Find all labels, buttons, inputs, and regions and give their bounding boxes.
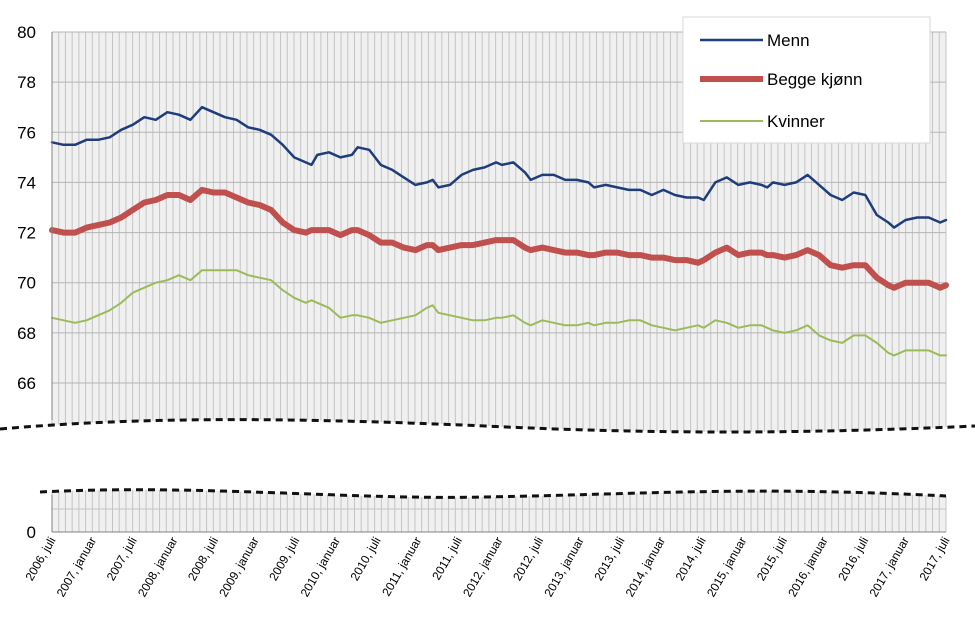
x-tick-label: 2014, juli	[673, 535, 709, 584]
x-tick-label: 2012, juli	[510, 535, 546, 584]
axis-break-line-top	[0, 418, 975, 434]
y-tick-label: 70	[17, 274, 36, 293]
y-tick-label: 74	[17, 173, 36, 192]
axis-break	[0, 418, 975, 500]
y-tick-label: 68	[17, 324, 36, 343]
x-tick-label: 2012, januar	[460, 535, 505, 600]
y-tick-label: 76	[17, 123, 36, 142]
x-tick-label: 2013, januar	[541, 535, 586, 600]
y-tick-label: 0	[27, 523, 36, 542]
x-tick-label: 2007, januar	[54, 535, 99, 600]
y-tick-label: 66	[17, 374, 36, 393]
x-tick-label: 2010, januar	[298, 535, 343, 600]
legend: Menn Begge kjønn Kvinner	[682, 16, 931, 144]
series-line-menn	[50, 105, 948, 229]
axis-break-band	[0, 419, 975, 500]
legend-label: Menn	[767, 31, 810, 50]
x-tick-label: 2017, januar	[866, 535, 911, 600]
series-layer	[49, 105, 949, 357]
x-tick-label: 2014, januar	[623, 535, 668, 600]
x-tick-label: 2017, juli	[916, 535, 952, 584]
legend-label: Kvinner	[767, 112, 825, 131]
axis-break-line-bottom	[39, 488, 947, 499]
y-axis-ticks: 66 68 70 72 74 76 78 80 0	[17, 23, 36, 542]
x-tick-label: 2011, januar	[379, 535, 424, 599]
x-tick-label: 2009, juli	[266, 535, 302, 584]
x-tick-label: 2010, juli	[348, 535, 384, 584]
legend-label: Begge kjønn	[767, 70, 862, 89]
x-tick-label: 2008, juli	[185, 535, 221, 584]
y-tick-label: 80	[17, 23, 36, 42]
x-tick-label: 2015, januar	[704, 535, 749, 600]
x-tick-label: 2016, juli	[835, 535, 871, 584]
x-tick-label: 2008, januar	[135, 535, 180, 600]
y-tick-label: 72	[17, 224, 36, 243]
x-tick-label: 2011, juli	[429, 535, 465, 583]
x-tick-label: 2016, januar	[785, 535, 830, 600]
series-line-begge-kj-nn	[49, 186, 949, 291]
x-tick-label: 2009, januar	[216, 535, 261, 600]
x-tick-label: 2015, juli	[754, 535, 790, 584]
x-tick-label: 2013, juli	[591, 535, 627, 584]
series-line-kvinner	[51, 269, 947, 357]
axes	[51, 32, 946, 533]
x-tick-label: 2007, juli	[104, 535, 140, 584]
y-tick-label: 78	[17, 73, 36, 92]
